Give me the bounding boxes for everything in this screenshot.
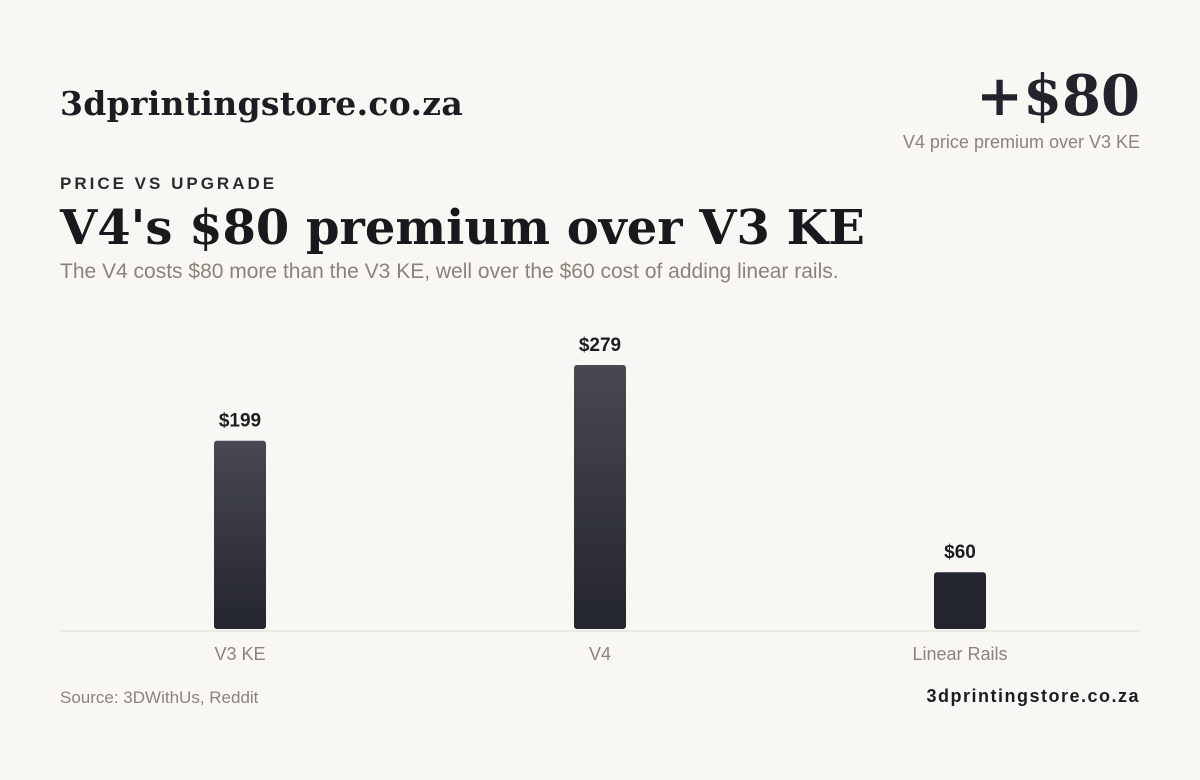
kpi-callout: +$80 V4 price premium over V3 KE — [903, 64, 1140, 153]
eyebrow-label: PRICE VS UPGRADE — [60, 174, 278, 193]
bar-v4 — [574, 365, 626, 629]
kpi-caption: V4 price premium over V3 KE — [902, 132, 1140, 152]
page-title: V4's $80 premium over V3 KE — [60, 200, 865, 256]
value-label: $199 — [219, 411, 261, 432]
page-subtitle: The V4 costs $80 more than the V3 KE, we… — [60, 260, 839, 283]
value-label: $60 — [944, 542, 976, 563]
x-tick-label: V3 KE — [214, 644, 265, 664]
x-tick-label: V4 — [589, 644, 611, 664]
kpi-value: +$80 — [976, 63, 1140, 129]
x-tick-label: Linear Rails — [912, 644, 1007, 664]
value-label: $279 — [579, 335, 621, 356]
source-note: Source: 3DWithUs, Reddit — [60, 688, 259, 707]
footer-brand: 3dprintingstore.co.za — [926, 686, 1140, 706]
bar-v3-ke — [214, 440, 266, 629]
brand-logo: 3dprintingstore.co.za — [60, 84, 464, 123]
bar-linear-rails — [934, 572, 986, 629]
